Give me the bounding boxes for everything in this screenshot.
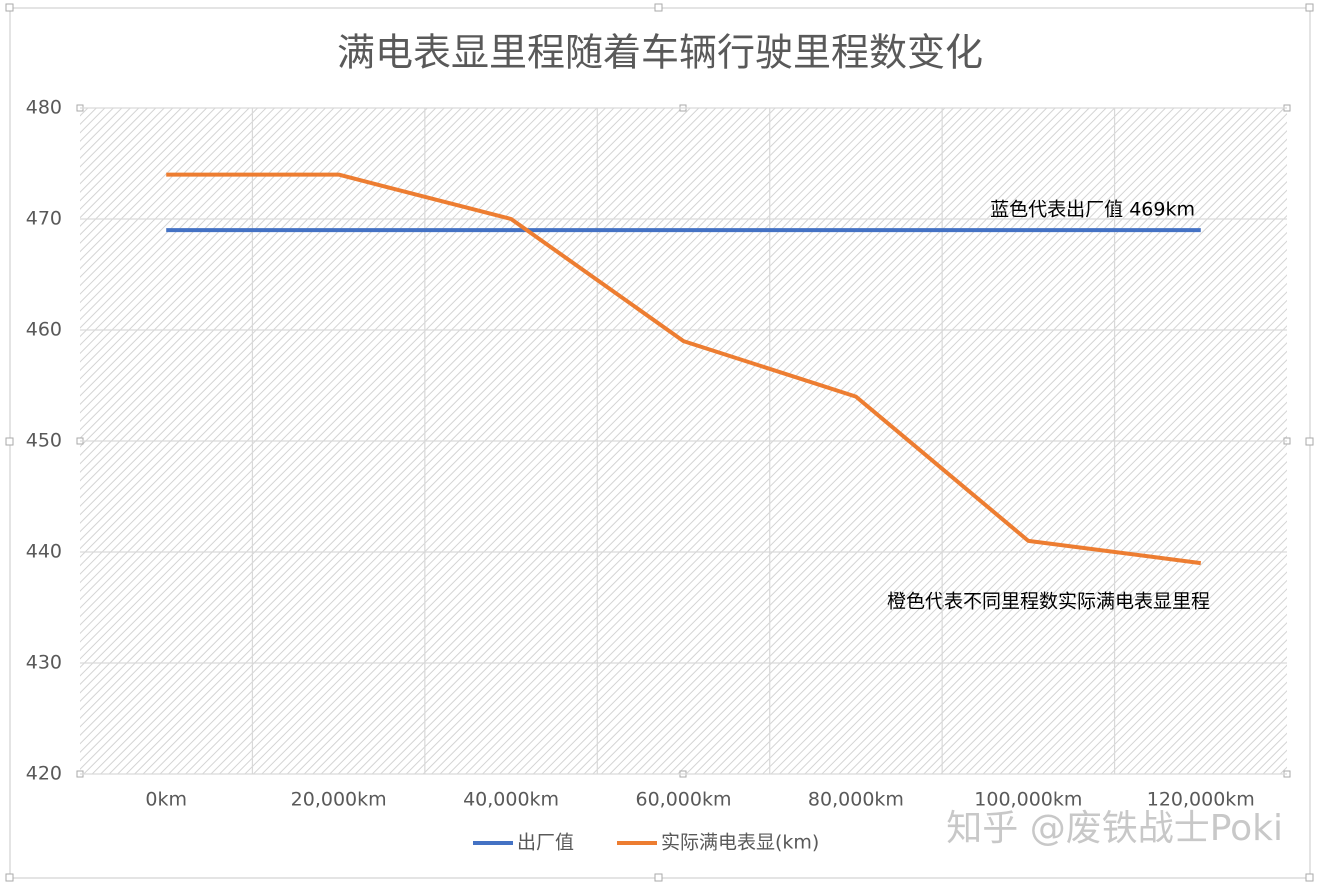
y-tick-label: 450 [26,430,62,452]
x-tick-label: 60,000km [636,789,732,811]
y-tick-label: 460 [26,319,62,341]
legend-label: 实际满电表显(km) [661,832,819,854]
watermark: 知乎 @废铁战士Poki [946,808,1283,849]
x-tick-label: 120,000km [1147,789,1255,811]
y-tick-label: 430 [26,652,62,674]
x-tick-label: 0km [145,789,187,811]
chart-title: 满电表显里程随着车辆行驶里程数变化 [337,31,983,75]
x-tick-label: 40,000km [463,789,559,811]
annotation: 蓝色代表出厂值 469km [990,199,1195,221]
series-line [166,172,1202,566]
x-tick-label: 20,000km [291,789,387,811]
y-tick-label: 470 [26,208,62,230]
y-tick-label: 480 [26,97,62,119]
legend-label: 出厂值 [517,832,574,854]
annotation: 橙色代表不同里程数实际满电表显里程 [887,591,1210,613]
x-tick-label: 80,000km [808,789,904,811]
y-tick-label: 440 [26,541,62,563]
y-tick-label: 420 [26,763,62,785]
x-tick-label: 100,000km [974,789,1082,811]
